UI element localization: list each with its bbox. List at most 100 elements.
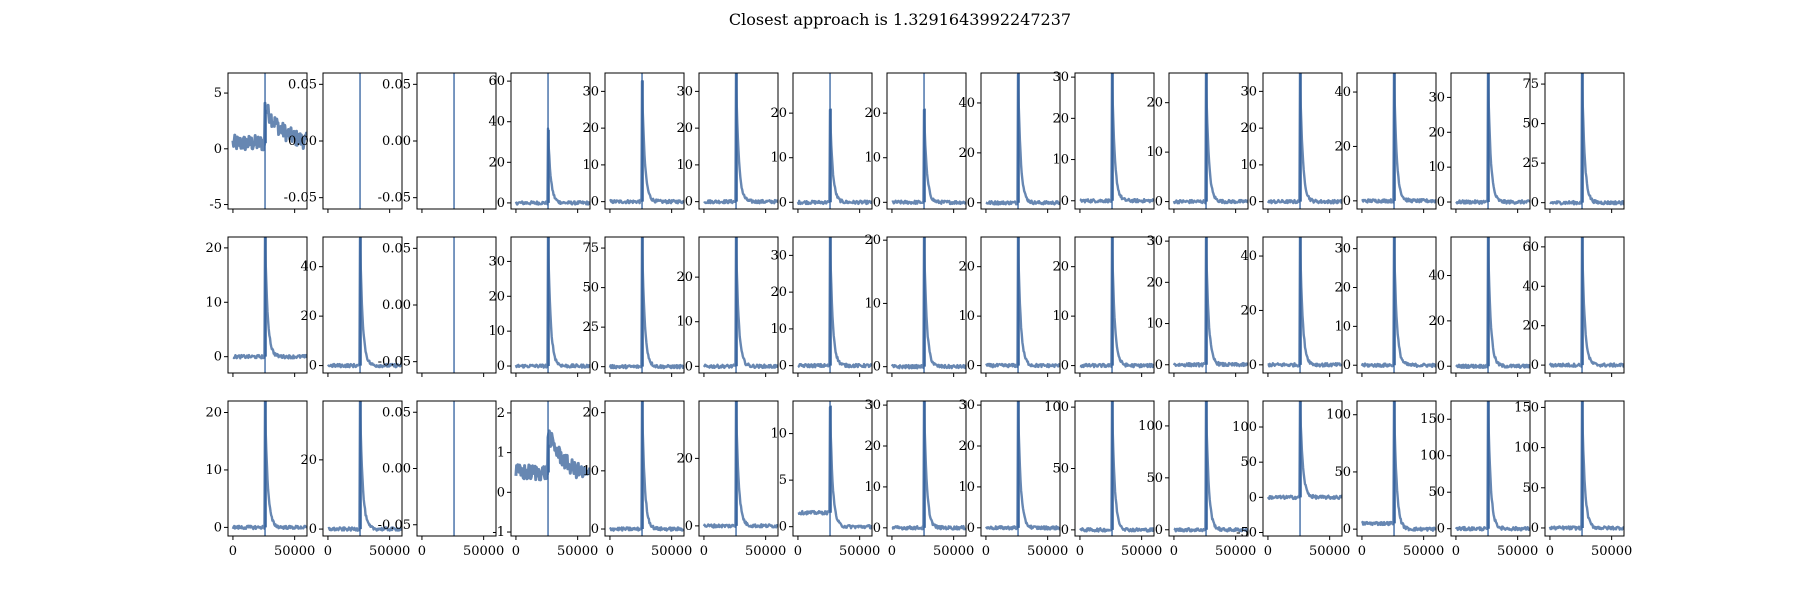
axes-frame xyxy=(604,236,685,374)
y-tick-label: 50 xyxy=(1522,481,1539,496)
subplot-r1-c2: -0.05 0.00 0.05 xyxy=(284,72,403,213)
y-tick-label: 5 xyxy=(214,86,222,101)
y-tick-label: 20 xyxy=(205,241,222,256)
axes-frame xyxy=(1262,400,1343,537)
y-tick-label: 30 xyxy=(676,84,693,99)
y-tick-label: 0.05 xyxy=(382,405,411,420)
x-tick-label: 0 xyxy=(794,544,802,559)
subplot-r2-c13: 0 10 20 30 xyxy=(1334,236,1437,377)
data-trace xyxy=(1549,73,1624,206)
y-tick-label: 50 xyxy=(1522,117,1539,132)
y-tick-label: 100 xyxy=(1326,408,1351,423)
y-tick-label: 0 xyxy=(309,359,317,374)
subplot-traces xyxy=(232,237,307,373)
y-tick-label: 150 xyxy=(1514,400,1539,415)
x-tick-label: 0 xyxy=(512,544,520,559)
subplot-traces xyxy=(1079,401,1154,536)
data-trace xyxy=(1548,401,1624,531)
y-tick-label: 10 xyxy=(770,151,787,166)
y-tick-label: 20 xyxy=(1052,111,1069,126)
y-tick-label: -1 xyxy=(492,525,505,540)
y-tick-label: 0 xyxy=(497,485,505,500)
y-tick-label: 20 xyxy=(770,285,787,300)
axes-frame xyxy=(322,236,403,374)
y-tick-label: 100 xyxy=(1138,419,1163,434)
y-tick-label: 20 xyxy=(300,453,317,468)
y-tick-label: 40 xyxy=(488,115,505,130)
data-trace xyxy=(796,108,872,206)
y-tick-label: 0.00 xyxy=(382,298,411,313)
y-tick-label: 10 xyxy=(864,296,881,311)
y-tick-label: 10 xyxy=(676,158,693,173)
subplot-r3-c12: -50 0 50 100 0 50000 xyxy=(1232,400,1350,559)
y-tick-label: 0.00 xyxy=(382,462,411,477)
axes-frame xyxy=(227,400,308,537)
data-trace xyxy=(1079,237,1154,369)
y-tick-label: 0 xyxy=(1155,523,1163,538)
y-tick-label: 20 xyxy=(1428,125,1445,140)
subplot-r2-c15: 0 20 40 60 xyxy=(1522,236,1625,377)
subplot-r1-c1: -5 0 5 xyxy=(209,72,308,213)
data-trace xyxy=(1548,237,1624,368)
data-trace xyxy=(985,237,1060,369)
axes-frame xyxy=(1450,72,1531,210)
y-tick-label: 30 xyxy=(1052,70,1069,85)
y-tick-label: 60 xyxy=(488,74,505,89)
subplot-traces xyxy=(231,401,307,536)
data-trace xyxy=(1267,237,1342,368)
x-tick-label: 50000 xyxy=(557,544,598,559)
data-trace xyxy=(514,429,590,482)
axes-frame xyxy=(1544,236,1625,374)
y-tick-label: 150 xyxy=(1420,412,1445,427)
y-tick-label: 0 xyxy=(1155,358,1163,373)
x-tick-label: 0 xyxy=(888,544,896,559)
data-trace xyxy=(1079,401,1154,533)
data-trace xyxy=(1361,73,1436,204)
x-tick-label: 50000 xyxy=(274,544,315,559)
subplot-r1-c8: 0 10 20 xyxy=(864,72,967,213)
y-tick-label: 75 xyxy=(1522,77,1539,92)
subplot-r3-c10: 0 50 100 0 50000 xyxy=(1044,400,1162,559)
y-tick-label: 0 xyxy=(1531,358,1539,373)
y-tick-label: 0 xyxy=(873,521,881,536)
y-tick-label: 0 xyxy=(967,359,975,374)
subplot-r1-c4: 0 20 40 60 xyxy=(488,72,591,213)
y-tick-label: 0 xyxy=(591,360,599,375)
y-tick-label: 0 xyxy=(1343,358,1351,373)
y-tick-label: 10 xyxy=(205,463,222,478)
x-tick-label: 50000 xyxy=(1121,544,1162,559)
data-trace xyxy=(1172,237,1248,368)
data-trace xyxy=(702,401,778,529)
subplot-traces xyxy=(984,401,1060,536)
data-trace xyxy=(797,406,872,530)
y-tick-label: 0 xyxy=(591,195,599,210)
subplot-r2-c12: 0 20 40 xyxy=(1240,236,1343,377)
y-tick-label: 0 xyxy=(779,359,787,374)
x-tick-label: 0 xyxy=(324,544,332,559)
y-tick-label: 0 xyxy=(685,359,693,374)
y-tick-label: 75 xyxy=(582,241,599,256)
y-tick-label: 20 xyxy=(676,270,693,285)
axes-frame xyxy=(1074,72,1155,210)
x-tick-label: 0 xyxy=(982,544,990,559)
y-tick-label: 0 xyxy=(685,519,693,534)
data-trace xyxy=(1454,401,1530,532)
y-tick-label: 0.00 xyxy=(382,134,411,149)
subplot-r1-c12: 0 10 20 30 xyxy=(1240,72,1343,213)
data-trace xyxy=(1360,237,1436,368)
y-tick-label: 30 xyxy=(582,84,599,99)
y-tick-label: 60 xyxy=(1522,240,1539,255)
axes-frame xyxy=(604,72,685,210)
y-tick-label: 20 xyxy=(582,121,599,136)
axes-frame xyxy=(416,400,497,537)
x-tick-label: 50000 xyxy=(1309,544,1350,559)
subplot-r3-c11: 0 50 100 0 50000 xyxy=(1138,400,1256,559)
x-tick-label: 0 xyxy=(1452,544,1460,559)
y-tick-label: 50 xyxy=(1334,465,1351,480)
y-tick-label: 50 xyxy=(1240,455,1257,470)
y-tick-label: 30 xyxy=(488,254,505,269)
y-tick-label: 20 xyxy=(300,309,317,324)
y-tick-label: 0 xyxy=(1343,522,1351,537)
y-tick-label: 10 xyxy=(488,324,505,339)
axes-frame xyxy=(792,400,873,537)
